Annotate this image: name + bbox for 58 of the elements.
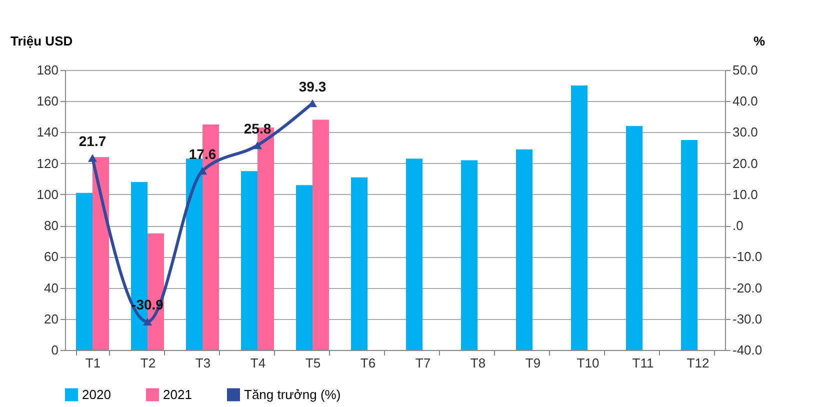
bar bbox=[406, 158, 422, 350]
y-tick-label: 40 bbox=[44, 280, 58, 296]
x-tick-label: T12 bbox=[686, 356, 710, 370]
bar bbox=[296, 185, 312, 350]
y-tick-label: 140 bbox=[36, 124, 58, 140]
point bbox=[88, 154, 97, 162]
y2-tick-label: 40.0 bbox=[732, 94, 758, 109]
data-label: 39.3 bbox=[298, 78, 326, 94]
y2-tick-label: -40.0 bbox=[732, 342, 762, 358]
y-tick-label: 180 bbox=[36, 62, 58, 78]
bar bbox=[76, 192, 92, 350]
x-tick-label: T6 bbox=[360, 356, 376, 370]
bar bbox=[571, 86, 588, 350]
y-tick-label: 100 bbox=[36, 186, 58, 202]
data-label: 25.8 bbox=[244, 120, 272, 136]
bar bbox=[461, 160, 478, 350]
x-tick-label: T4 bbox=[250, 356, 266, 370]
bar bbox=[626, 126, 642, 350]
y2-tick-label: -10.0 bbox=[732, 249, 762, 264]
x-tick-label: T8 bbox=[470, 356, 486, 370]
x-tick-label: T3 bbox=[195, 356, 211, 370]
y-tick-label: 80 bbox=[44, 218, 58, 234]
x-tick-label: T10 bbox=[576, 356, 600, 370]
data-label: -30.9 bbox=[132, 296, 164, 313]
y-tick-label: 20 bbox=[44, 311, 58, 326]
bar bbox=[516, 149, 532, 350]
legend-label: 2021 bbox=[163, 386, 192, 402]
bar bbox=[681, 140, 698, 350]
x-tick-label: T7 bbox=[415, 356, 431, 370]
x-tick-label: T1 bbox=[85, 356, 101, 370]
y-tick-label: 60 bbox=[44, 249, 58, 264]
point bbox=[143, 318, 152, 326]
x-tick-label: T2 bbox=[140, 356, 156, 370]
y2-tick-label: -20.0 bbox=[732, 280, 762, 296]
legend-label: 2020 bbox=[82, 386, 111, 402]
bar bbox=[186, 158, 202, 350]
x-tick-label: T11 bbox=[632, 356, 654, 370]
y2-tick-label: .0 bbox=[732, 218, 744, 234]
x-tick-label: T9 bbox=[525, 356, 541, 370]
bar bbox=[241, 171, 258, 350]
point bbox=[253, 141, 262, 150]
y-tick-label: 160 bbox=[36, 94, 58, 109]
data-label: 21.7 bbox=[78, 133, 106, 150]
y2-tick-label: 10.0 bbox=[732, 186, 758, 202]
y-tick-label: 0 bbox=[51, 342, 58, 358]
y2-tick-label: 30.0 bbox=[732, 124, 758, 140]
y2-tick-label: 20.0 bbox=[732, 156, 758, 171]
y2-axis-title: % bbox=[754, 34, 766, 48]
x-tick-label: T5 bbox=[305, 356, 321, 370]
y-tick-label: 120 bbox=[36, 156, 58, 171]
bar bbox=[92, 157, 109, 350]
bar bbox=[312, 120, 329, 350]
y2-tick-label: 50.0 bbox=[732, 62, 758, 78]
y-axis-title: Triệu USD bbox=[10, 34, 73, 48]
y2-tick-label: -30.0 bbox=[732, 311, 762, 326]
bar bbox=[351, 177, 368, 350]
legend-label: Tăng trưởng (%) bbox=[244, 386, 341, 402]
point bbox=[198, 166, 207, 175]
